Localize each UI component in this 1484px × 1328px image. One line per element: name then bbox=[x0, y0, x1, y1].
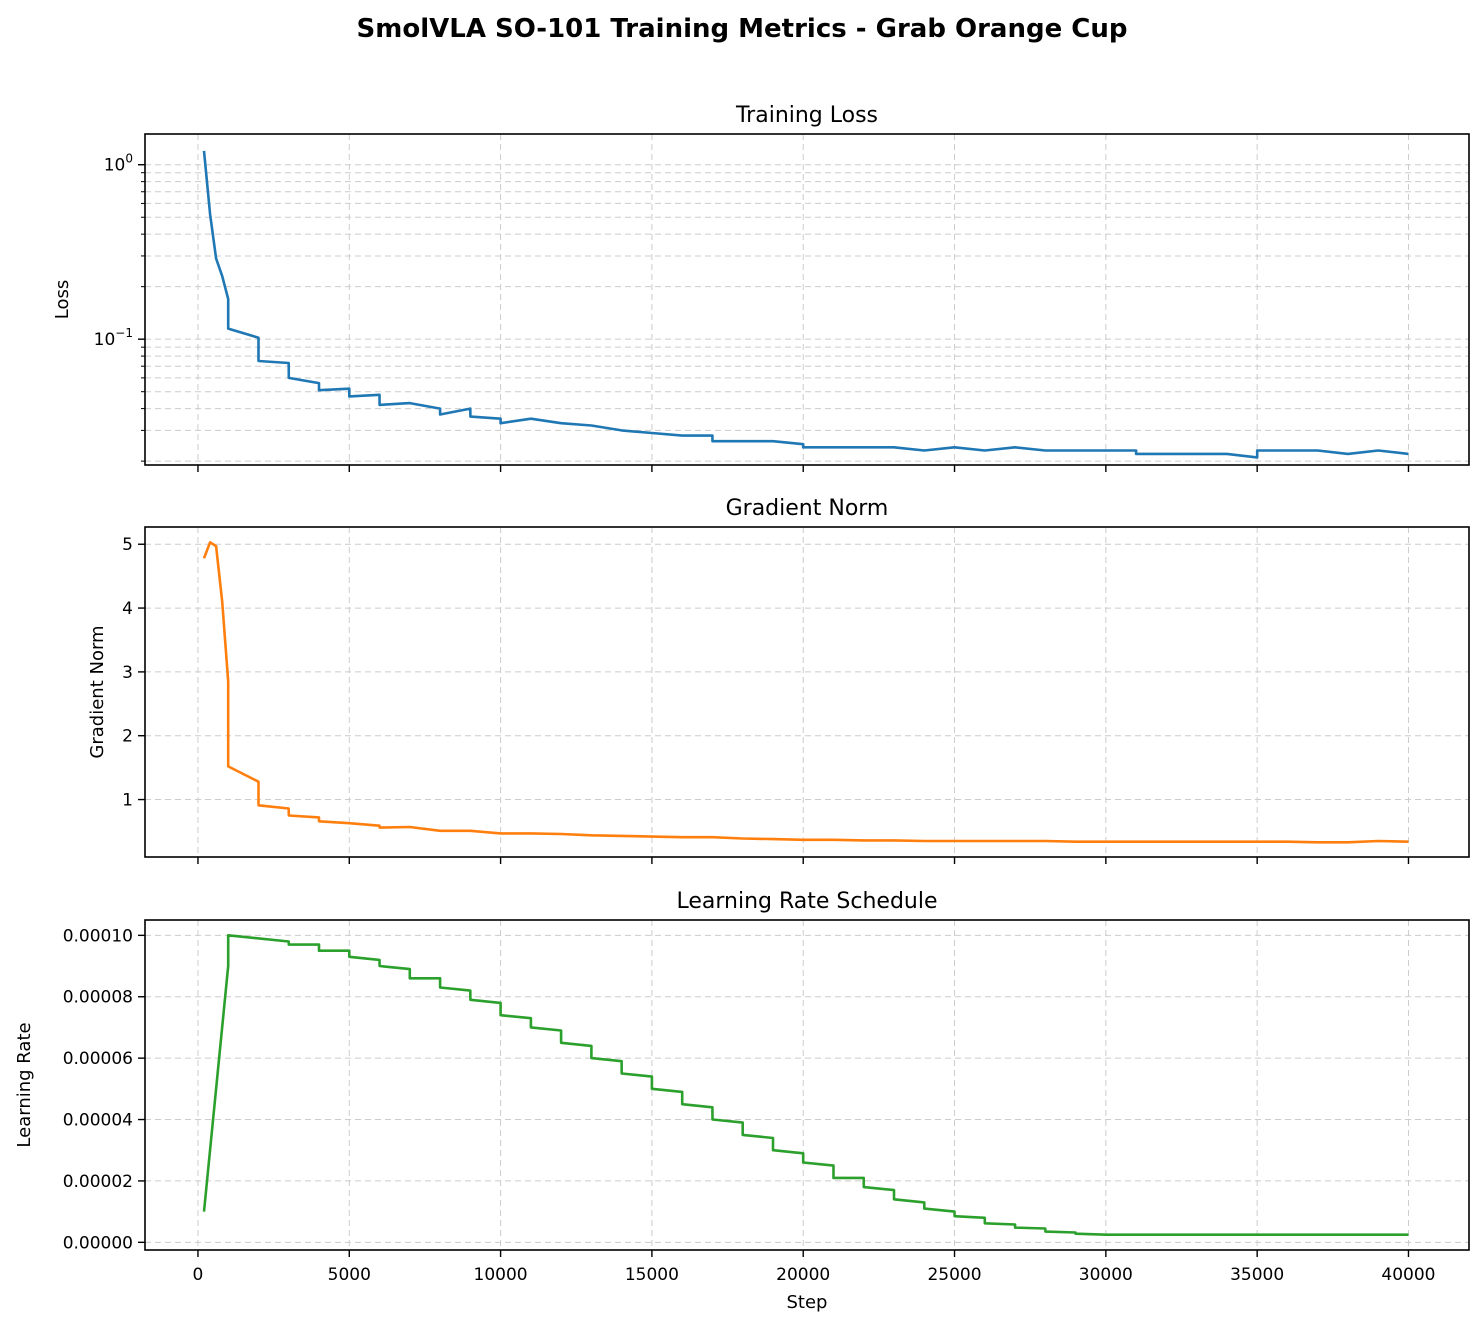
x-tick-label: 25000 bbox=[927, 1265, 981, 1285]
axes-frame bbox=[144, 919, 1470, 1251]
panel-2: 1 2 3 4 5 Gradient Norm Gradient Norm bbox=[87, 496, 1470, 864]
x-tick-label: 10000 bbox=[474, 1265, 528, 1285]
x-axis-label: Step bbox=[787, 1292, 828, 1313]
y-tick-label: 3 bbox=[122, 663, 133, 683]
subplot-title: Gradient Norm bbox=[726, 496, 889, 521]
axes-frame bbox=[144, 526, 1470, 858]
y-tick-label: 100 bbox=[104, 152, 133, 176]
y-axis-label: Loss bbox=[52, 280, 73, 319]
series-line bbox=[202, 540, 1409, 844]
y-tick-label: 0.00004 bbox=[63, 1111, 133, 1131]
panel-3: 0 5000 10000 15000 20000 25000 30000 35000 40000… bbox=[14, 889, 1470, 1313]
subplot-title: Learning Rate Schedule bbox=[676, 889, 937, 914]
subplot-title: Training Loss bbox=[735, 103, 878, 128]
y-tick-label: 0.00002 bbox=[63, 1172, 133, 1192]
x-tick-label: 0 bbox=[193, 1265, 204, 1285]
figure-title: SmolVLA SO-101 Training Metrics - Grab O… bbox=[357, 14, 1128, 44]
y-tick-label: 5 bbox=[122, 535, 133, 555]
y-tick-label: 0.00010 bbox=[63, 926, 133, 946]
y-tick-label: 2 bbox=[122, 727, 133, 747]
series-line bbox=[202, 150, 1409, 459]
y-tick-label: 10−1 bbox=[94, 326, 133, 350]
y-tick-label: 0.00008 bbox=[63, 988, 133, 1008]
y-axis-label: Gradient Norm bbox=[87, 625, 108, 758]
x-tick-label: 40000 bbox=[1381, 1265, 1435, 1285]
y-tick-label: 0.00000 bbox=[63, 1233, 133, 1253]
panel-1: 100 10−1 Training Loss Loss bbox=[52, 103, 1470, 472]
x-tick-label: 5000 bbox=[328, 1265, 371, 1285]
x-tick-label: 30000 bbox=[1079, 1265, 1133, 1285]
x-tick-label: 15000 bbox=[625, 1265, 679, 1285]
y-tick-label: 1 bbox=[122, 791, 133, 811]
series-line bbox=[202, 933, 1409, 1236]
x-tick-label: 35000 bbox=[1230, 1265, 1284, 1285]
axes-frame bbox=[144, 133, 1470, 466]
x-tick-label: 20000 bbox=[776, 1265, 830, 1285]
y-tick-label: 4 bbox=[122, 599, 133, 619]
y-tick-label: 0.00006 bbox=[63, 1049, 133, 1069]
y-axis-label: Learning Rate bbox=[14, 1022, 35, 1147]
